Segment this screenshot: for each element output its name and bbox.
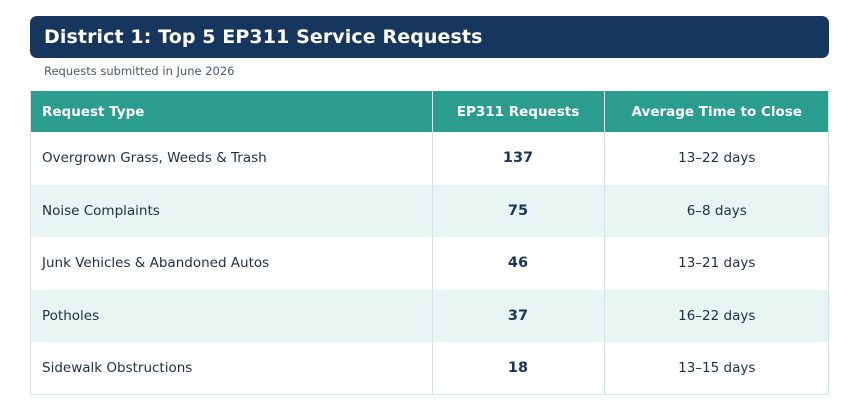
request-type-cell: Potholes (30, 289, 433, 342)
column-header-ep311-requests: EP311 Requests (432, 91, 605, 132)
request-count-cell: 46 (432, 237, 605, 290)
table-row: Junk Vehicles & Abandoned Autos 46 13–21… (30, 237, 829, 290)
column-header-average-time-to-close: Average Time to Close (631, 103, 802, 120)
time-to-close-cell: 13–22 days (678, 150, 756, 167)
time-to-close-cell: 16–22 days (678, 307, 756, 324)
request-count-cell: 137 (432, 132, 605, 185)
request-type-cell: Overgrown Grass, Weeds & Trash (30, 132, 433, 185)
time-to-close-cell: 13–21 days (678, 255, 756, 272)
table-row: Sidewalk Obstructions 18 13–15 days (30, 342, 829, 395)
request-type-cell: Sidewalk Obstructions (30, 342, 433, 395)
time-to-close-cell: 13–15 days (678, 360, 756, 377)
page-subtitle: Requests submitted in June 2026 (44, 64, 235, 78)
column-header-request-type: Request Type (30, 91, 433, 132)
request-type-cell: Junk Vehicles & Abandoned Autos (30, 237, 433, 290)
request-type-cell: Noise Complaints (30, 184, 433, 237)
time-to-close-cell: 6–8 days (686, 202, 747, 219)
request-count-cell: 37 (432, 289, 605, 342)
request-count-cell: 75 (432, 184, 605, 237)
request-count-cell: 18 (432, 342, 605, 395)
table-row: Potholes 37 16–22 days (30, 289, 829, 342)
table-row: Noise Complaints 75 6–8 days (30, 184, 829, 237)
table-row: Overgrown Grass, Weeds & Trash 137 13–22… (30, 132, 829, 185)
title-bar: District 1: Top 5 EP311 Service Requests (30, 16, 829, 58)
table-header-row: Request Type EP311 Requests Average Time… (30, 91, 829, 132)
page-title: District 1: Top 5 EP311 Service Requests (44, 26, 483, 48)
requests-table: Request Type EP311 Requests Average Time… (30, 91, 829, 395)
